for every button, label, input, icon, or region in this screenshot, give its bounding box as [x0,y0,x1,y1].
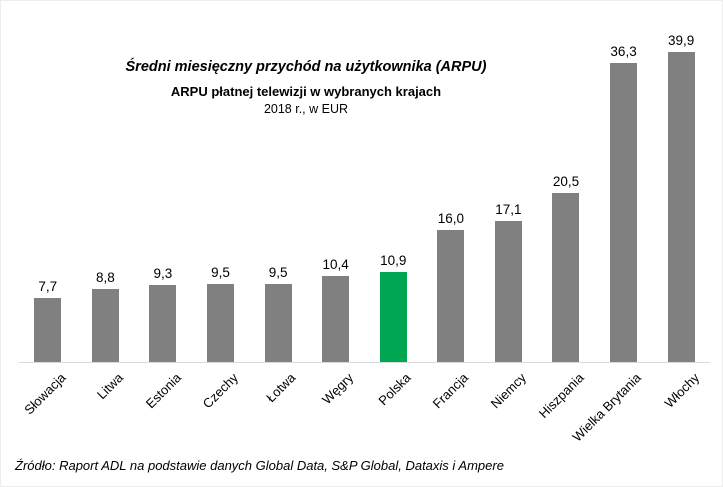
bar-column: 36,3 Wielka Brytania [570,33,653,444]
bar-value-label: 17,1 [495,202,522,217]
bar-value-label: 9,5 [211,265,230,280]
bar-value-label: 8,8 [95,270,115,285]
bar-column: 39,9 Włochy [652,33,710,411]
bar-value-label: 10,4 [322,257,349,272]
bar-column: 9,3 Estonia [134,33,192,411]
bar-category-label: Hiszpania [535,370,587,421]
chart-subtitle: ARPU płatnej telewizji w wybranych kraja… [170,84,442,99]
bar-value-label: 39,9 [668,33,695,48]
bar-column: 16,0 Francja [422,33,480,411]
bar-column: 10,4 Węgry [307,33,365,407]
bar [149,285,177,362]
bar [264,284,292,362]
bar [552,193,580,362]
bar-value-label: 10,9 [380,253,407,268]
bar [667,52,695,362]
bar-value-label: 7,7 [38,279,58,294]
bar-chart-plot-area: 7,7 Słowacja 8,8 Litwa 9,3 Estonia 9,5 Czechy 9,… [19,33,710,444]
bar [437,230,465,362]
bar-category-label: Estonia [142,370,184,412]
bar-value-label: 16,0 [437,211,464,226]
chart-title: Średni miesięczny przychód na użytkownik… [125,59,487,75]
source-note: Źródło: Raport ADL na podstawie danych G… [15,458,504,473]
chart-header: Średni miesięczny przychód na użytkownik… [11,59,601,116]
bar [207,284,235,362]
bar-column: 8,8 Litwa [77,33,135,402]
bar [379,272,407,362]
bar [494,221,522,362]
bar-category-label: Czechy [199,370,242,412]
bar-column: 17,1 Niemcy [480,33,538,411]
bar-value-label: 36,3 [610,44,637,59]
bar-category-label: Łotwa [263,370,299,406]
bar-column: 10,9 Polska [364,33,422,408]
bar [34,298,62,362]
bar-column: 9,5 Łotwa [249,33,307,405]
bar-value-label: 20,5 [552,174,580,189]
bar-column: 20,5 Hiszpania [536,33,595,421]
bar-category-label: Francja [430,370,472,412]
bar-category-label: Włochy [661,370,702,411]
bar-category-label: Słowacja [21,370,69,418]
chart-subtitle-year-unit: 2018 r., w EUR [263,102,349,116]
bar [91,289,119,362]
bar [322,276,350,362]
bar-category-label: Niemcy [487,370,530,412]
bar-column: 9,5 Czechy [192,33,250,411]
bar [610,63,638,362]
bar-category-label: Litwa [93,370,126,403]
bar-value-label: 9,3 [153,266,173,281]
bar-category-label: Węgry [319,370,357,408]
bar-column: 7,7 Słowacja [19,33,77,417]
bar-category-label: Polska [375,370,414,409]
bar-value-label: 9,5 [268,265,288,280]
